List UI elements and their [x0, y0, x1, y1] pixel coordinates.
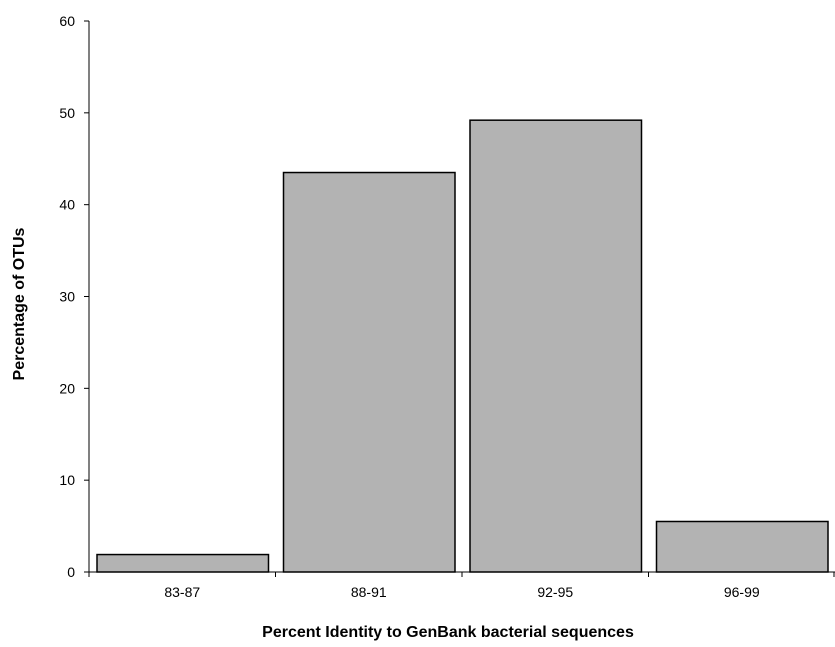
x-axis-title: Percent Identity to GenBank bacterial se…	[262, 624, 634, 641]
y-axis-title: Percentage of OTUs	[11, 227, 28, 380]
bar-83-87	[96, 553, 270, 573]
y-tick-label: 10	[59, 472, 75, 488]
x-tick-label-96-99: 96-99	[724, 584, 760, 600]
x-tick-label-92-95: 92-95	[537, 584, 573, 600]
x-tick-label-83-87: 83-87	[164, 584, 200, 600]
y-tick-label: 50	[59, 105, 75, 121]
x-tick-label-88-91: 88-91	[351, 584, 387, 600]
y-tick-label: 30	[59, 289, 75, 305]
bar-92-95	[469, 119, 643, 573]
bar-88-91	[282, 171, 456, 573]
y-axis: 0 10 20 30 40 50 60	[59, 13, 90, 580]
x-axis: 83-87 88-91 92-95 96-99	[88, 571, 835, 600]
y-tick-label: 60	[59, 13, 75, 29]
bar-96-99	[655, 520, 829, 573]
y-tick-label: 40	[59, 197, 75, 213]
bars-group	[96, 119, 829, 573]
y-tick-label: 20	[59, 380, 75, 396]
y-tick-label: 0	[67, 564, 75, 580]
